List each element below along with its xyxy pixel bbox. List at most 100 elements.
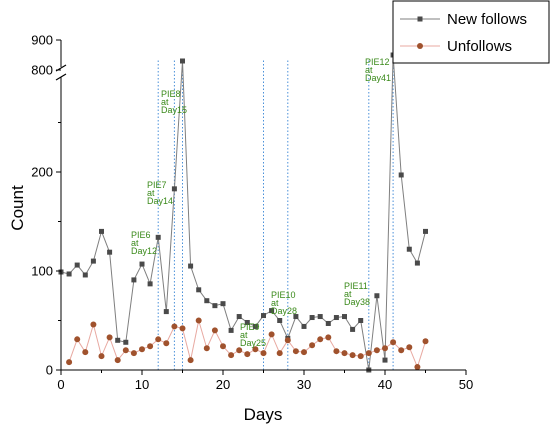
data-point-unfollows [365, 350, 372, 357]
data-point-new-follows [358, 318, 364, 323]
annotation-label: PIE11 [344, 281, 368, 291]
data-point-new-follows [66, 271, 72, 277]
data-point-unfollows [106, 334, 113, 341]
data-point-new-follows [333, 315, 339, 321]
annotation-label: at [365, 65, 373, 75]
data-point-new-follows [301, 323, 307, 329]
annotation-label: PIE7 [147, 180, 167, 190]
data-point-new-follows [123, 339, 129, 345]
y-tick-label: 900 [31, 33, 53, 48]
data-point-new-follows [293, 314, 299, 320]
data-point-unfollows [163, 340, 170, 347]
annotation-label: PIE6 [131, 230, 151, 240]
data-point-new-follows [90, 258, 96, 264]
data-point-unfollows [130, 350, 137, 357]
data-point-unfollows [333, 348, 340, 355]
data-point-unfollows [301, 349, 307, 356]
data-point-unfollows [122, 347, 129, 354]
annotations: PIE6atDay12PIE7atDay14PIE8atDay15PIE9atD… [131, 57, 391, 348]
y-axis-title: Count [8, 185, 27, 231]
data-point-unfollows [211, 327, 218, 334]
annotation-label: Day14 [147, 196, 173, 206]
data-point-unfollows [139, 346, 145, 353]
data-point-new-follows [414, 260, 420, 266]
data-point-unfollows [252, 346, 259, 353]
data-point-new-follows [204, 298, 210, 304]
data-point-unfollows [98, 353, 105, 360]
data-point-unfollows [66, 359, 73, 366]
data-point-unfollows [74, 336, 81, 343]
data-point-new-follows [277, 318, 283, 323]
data-point-unfollows [82, 349, 89, 356]
data-point-new-follows [261, 313, 266, 319]
data-point-new-follows [139, 261, 145, 267]
data-point-unfollows [147, 343, 154, 350]
data-point-unfollows [276, 350, 283, 357]
x-tick-label: 30 [297, 377, 311, 392]
data-point-new-follows [406, 246, 412, 252]
annotation-label: at [131, 238, 139, 248]
data-point-new-follows [317, 314, 323, 320]
data-point-unfollows [187, 357, 194, 364]
data-point-new-follows [228, 327, 234, 333]
data-point-new-follows [269, 308, 275, 314]
data-point-unfollows [179, 325, 186, 332]
annotation-label: at [147, 188, 155, 198]
legend-marker-new-follows [417, 16, 423, 22]
data-point-new-follows [212, 303, 218, 309]
annotation-label: at [344, 289, 352, 299]
data-point-unfollows [341, 350, 348, 357]
data-point-unfollows [349, 352, 356, 359]
x-tick-label: 0 [57, 377, 64, 392]
x-axis-title: Days [244, 405, 283, 424]
annotation-label: PIE8 [161, 89, 181, 99]
data-point-new-follows [325, 320, 331, 326]
data-point-unfollows [171, 323, 178, 330]
x-tick-label: 40 [378, 377, 392, 392]
legend-label-new-follows: New follows [447, 11, 527, 28]
annotation-label: at [161, 97, 169, 107]
data-point-new-follows [131, 277, 137, 283]
data-point-unfollows [398, 347, 405, 354]
series-group [58, 52, 429, 373]
data-point-new-follows [374, 293, 380, 299]
annotation-label: Day38 [344, 297, 370, 307]
data-point-new-follows [423, 228, 428, 234]
legend-label-unfollows: Unfollows [447, 38, 512, 55]
data-point-new-follows [99, 228, 104, 234]
axes: 0 10 20 30 40 50 0 100 200 800 900 [31, 33, 473, 393]
data-point-new-follows [74, 262, 80, 268]
annotation-label: Day25 [240, 338, 266, 348]
x-tick-label: 20 [216, 377, 230, 392]
annotation-label: Day41 [365, 73, 391, 83]
data-point-new-follows [382, 357, 388, 363]
data-point-unfollows [309, 342, 316, 349]
annotation-label: Day15 [161, 105, 187, 115]
data-point-unfollows [90, 321, 97, 328]
annotation-label: Day28 [271, 306, 297, 316]
annotation-label: PIE9 [240, 322, 260, 332]
data-point-new-follows [196, 287, 202, 293]
data-point-new-follows [82, 272, 88, 278]
data-point-unfollows [390, 339, 397, 346]
x-tick-label: 10 [135, 377, 149, 392]
data-point-unfollows [292, 348, 299, 355]
data-point-new-follows [398, 172, 404, 178]
legend-box [392, 0, 550, 64]
y-tick-label: 0 [46, 363, 53, 378]
data-point-new-follows [252, 323, 258, 329]
data-point-new-follows [350, 326, 356, 332]
annotation-label: at [240, 330, 248, 340]
data-point-unfollows [284, 337, 291, 344]
data-point-new-follows [155, 234, 161, 240]
data-point-unfollows [203, 345, 210, 352]
data-point-unfollows [195, 317, 202, 324]
data-point-unfollows [373, 347, 380, 354]
data-point-unfollows [236, 347, 243, 354]
data-point-unfollows [317, 336, 324, 343]
y-tick-label: 100 [31, 264, 53, 279]
axis-break-mark [55, 73, 67, 81]
legend-marker-unfollows [417, 43, 423, 49]
data-point-new-follows [171, 186, 177, 192]
data-point-new-follows [342, 314, 347, 320]
